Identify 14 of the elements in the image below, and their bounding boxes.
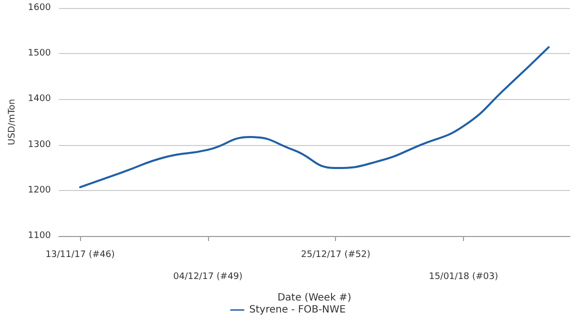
line-series (79, 46, 550, 188)
legend-label: Styrene - FOB-NWE (249, 304, 346, 316)
x-tick-label: 13/11/17 (#46) (45, 250, 115, 260)
y-tick-label: 1500 (28, 48, 52, 59)
y-tick-label: 1600 (28, 3, 52, 13)
y-tick-label: 1400 (28, 94, 52, 104)
x-tick-label: 04/12/17 (#49) (173, 272, 243, 282)
y-tick-label: 1200 (28, 185, 52, 196)
y-tick-label: 1300 (28, 140, 52, 150)
y-tick-label: 1100 (28, 231, 52, 241)
x-tick-label: 15/01/18 (#03) (428, 272, 498, 282)
y-axis-title: USD/mTon (8, 98, 18, 146)
x-tick-label: 25/12/17 (#52) (301, 250, 370, 260)
x-axis-title: Date (Week #) (277, 292, 352, 304)
